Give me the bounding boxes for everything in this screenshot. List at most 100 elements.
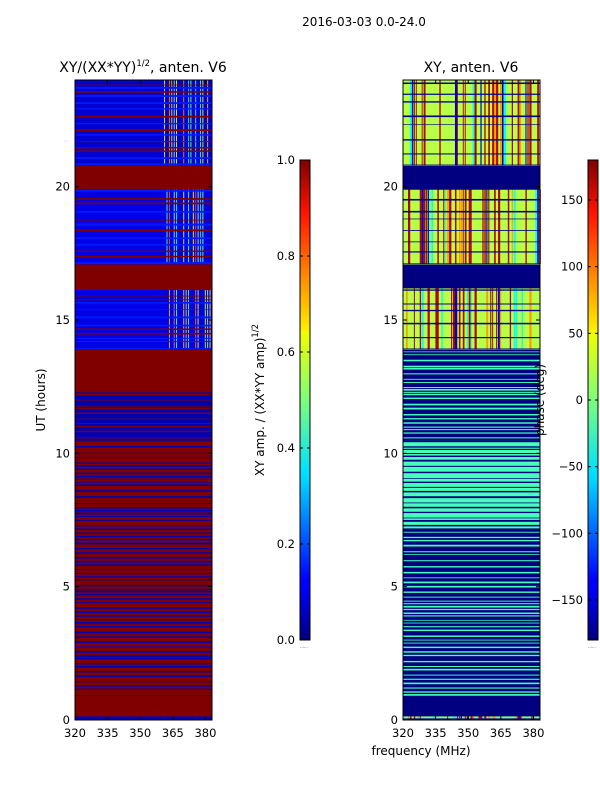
heatmap-stripe <box>75 157 212 159</box>
colorbar-tick-label: 0.8 <box>277 249 295 263</box>
heatmap-cell <box>486 189 488 264</box>
heatmap-stripe <box>75 602 212 603</box>
heatmap-stripe <box>75 657 212 660</box>
heatmap-cell <box>488 80 490 166</box>
y-tick-label: 20 <box>55 180 70 194</box>
heatmap-stripe <box>403 626 540 628</box>
heatmap-cell <box>484 716 487 720</box>
x-tick-label: 320 <box>392 726 414 740</box>
heatmap-cell <box>472 80 475 166</box>
heatmap-stripe <box>75 86 212 89</box>
phase-colorbar-ticks: −150 −100 −50 0 50 100 150 <box>551 193 598 607</box>
heatmap-cell <box>427 288 430 350</box>
heatmap-stripe <box>75 621 212 624</box>
heatmap-stripe <box>75 198 212 200</box>
heatmap-cell <box>188 288 189 350</box>
heatmap-stripe <box>75 646 212 648</box>
heatmap-stripe <box>403 432 540 434</box>
heatmap-cell <box>439 80 441 166</box>
heatmap-stripe <box>75 340 212 343</box>
heatmap-cell <box>437 189 439 264</box>
heatmap-stripe <box>75 542 212 545</box>
heatmap-stripe <box>75 594 212 596</box>
heatmap-stripe <box>75 619 212 621</box>
y-tick-label: 10 <box>383 446 398 460</box>
heatmap-stripe <box>403 164 540 166</box>
heatmap-stripe <box>75 626 212 628</box>
heatmap-stripe <box>75 288 212 291</box>
heatmap-stripe <box>403 519 540 522</box>
heatmap-stripe <box>75 641 212 643</box>
heatmap-stripe <box>75 578 212 581</box>
x-tick-label: 365 <box>490 726 512 740</box>
heatmap-cell <box>413 80 415 166</box>
heatmap-stripe <box>403 440 540 443</box>
heatmap-stripe <box>75 202 212 205</box>
heatmap-cell <box>468 288 471 350</box>
heatmap-cell <box>419 288 422 350</box>
heatmap-stripe <box>403 608 540 611</box>
figure-date-title: 2016-03-03 0.0-24.0 <box>302 15 426 29</box>
heatmap-stripe <box>75 631 212 634</box>
heatmap-stripe <box>75 650 212 653</box>
heatmap-stripe <box>75 496 212 498</box>
heatmap-band <box>75 80 212 166</box>
heatmap-stripe <box>75 123 212 125</box>
heatmap-stripe <box>75 548 212 550</box>
heatmap-stripe <box>403 511 540 514</box>
heatmap-stripe <box>403 560 540 562</box>
heatmap-stripe <box>403 577 540 579</box>
heatmap-cell <box>519 716 522 720</box>
heatmap-cell <box>173 80 175 166</box>
heatmap-cell <box>202 80 204 166</box>
heatmap-stripe <box>403 615 540 617</box>
heatmap-stripe <box>403 481 540 484</box>
heatmap-stripe <box>75 295 212 297</box>
amp-colorbar-gradient <box>299 159 311 641</box>
heatmap-stripe <box>75 423 212 425</box>
heatmap-cell <box>168 288 170 350</box>
heatmap-stripe <box>75 412 212 415</box>
heatmap-stripe <box>75 299 212 301</box>
heatmap-stripe <box>75 229 212 232</box>
heatmap-stripe <box>403 93 540 95</box>
heatmap-stripe <box>403 490 540 493</box>
heatmap-cell <box>496 288 498 350</box>
heatmap-band <box>75 392 212 441</box>
heatmap-cell <box>408 189 411 264</box>
heatmap-cell <box>431 189 433 264</box>
heatmap-band <box>75 264 212 289</box>
heatmap-stripe <box>403 124 540 126</box>
heatmap-stripe <box>75 255 212 258</box>
heatmap-stripe <box>75 91 212 93</box>
heatmap-stripe <box>403 694 540 696</box>
heatmap-stripe <box>75 598 212 600</box>
heatmap-stripe <box>403 471 540 474</box>
colorbar-tick-label: 0.4 <box>277 441 295 455</box>
heatmap-cell <box>421 288 424 350</box>
x-tick-label: 380 <box>194 726 216 740</box>
colorbar-tick-label: −150 <box>551 593 583 607</box>
colorbar-tick-label: 50 <box>568 326 583 340</box>
x-tick-label: 380 <box>522 726 544 740</box>
heatmap-cell <box>517 80 520 166</box>
heatmap-cell <box>480 80 482 166</box>
heatmap-stripe <box>75 115 212 118</box>
heatmap-stripe <box>75 223 212 226</box>
heatmap-stripe <box>403 585 540 588</box>
heatmap-stripe <box>75 611 212 614</box>
heatmap-stripe <box>403 635 540 637</box>
heatmap-stripe <box>403 418 540 420</box>
heatmap-stripe <box>403 596 540 598</box>
heatmap-cell <box>447 716 449 720</box>
x-tick-label: 335 <box>425 726 447 740</box>
heatmap-stripe <box>403 506 540 509</box>
phase-title: XY, anten. V6 <box>424 60 519 76</box>
heatmap-cell <box>209 288 211 350</box>
y-tick-label: 5 <box>391 580 398 594</box>
colorbar-tick-label: 0.2 <box>277 537 295 551</box>
heatmap-cell <box>188 189 189 264</box>
heatmap-cell <box>195 189 197 264</box>
heatmap-cell <box>454 288 458 350</box>
heatmap-stripe <box>75 607 212 609</box>
